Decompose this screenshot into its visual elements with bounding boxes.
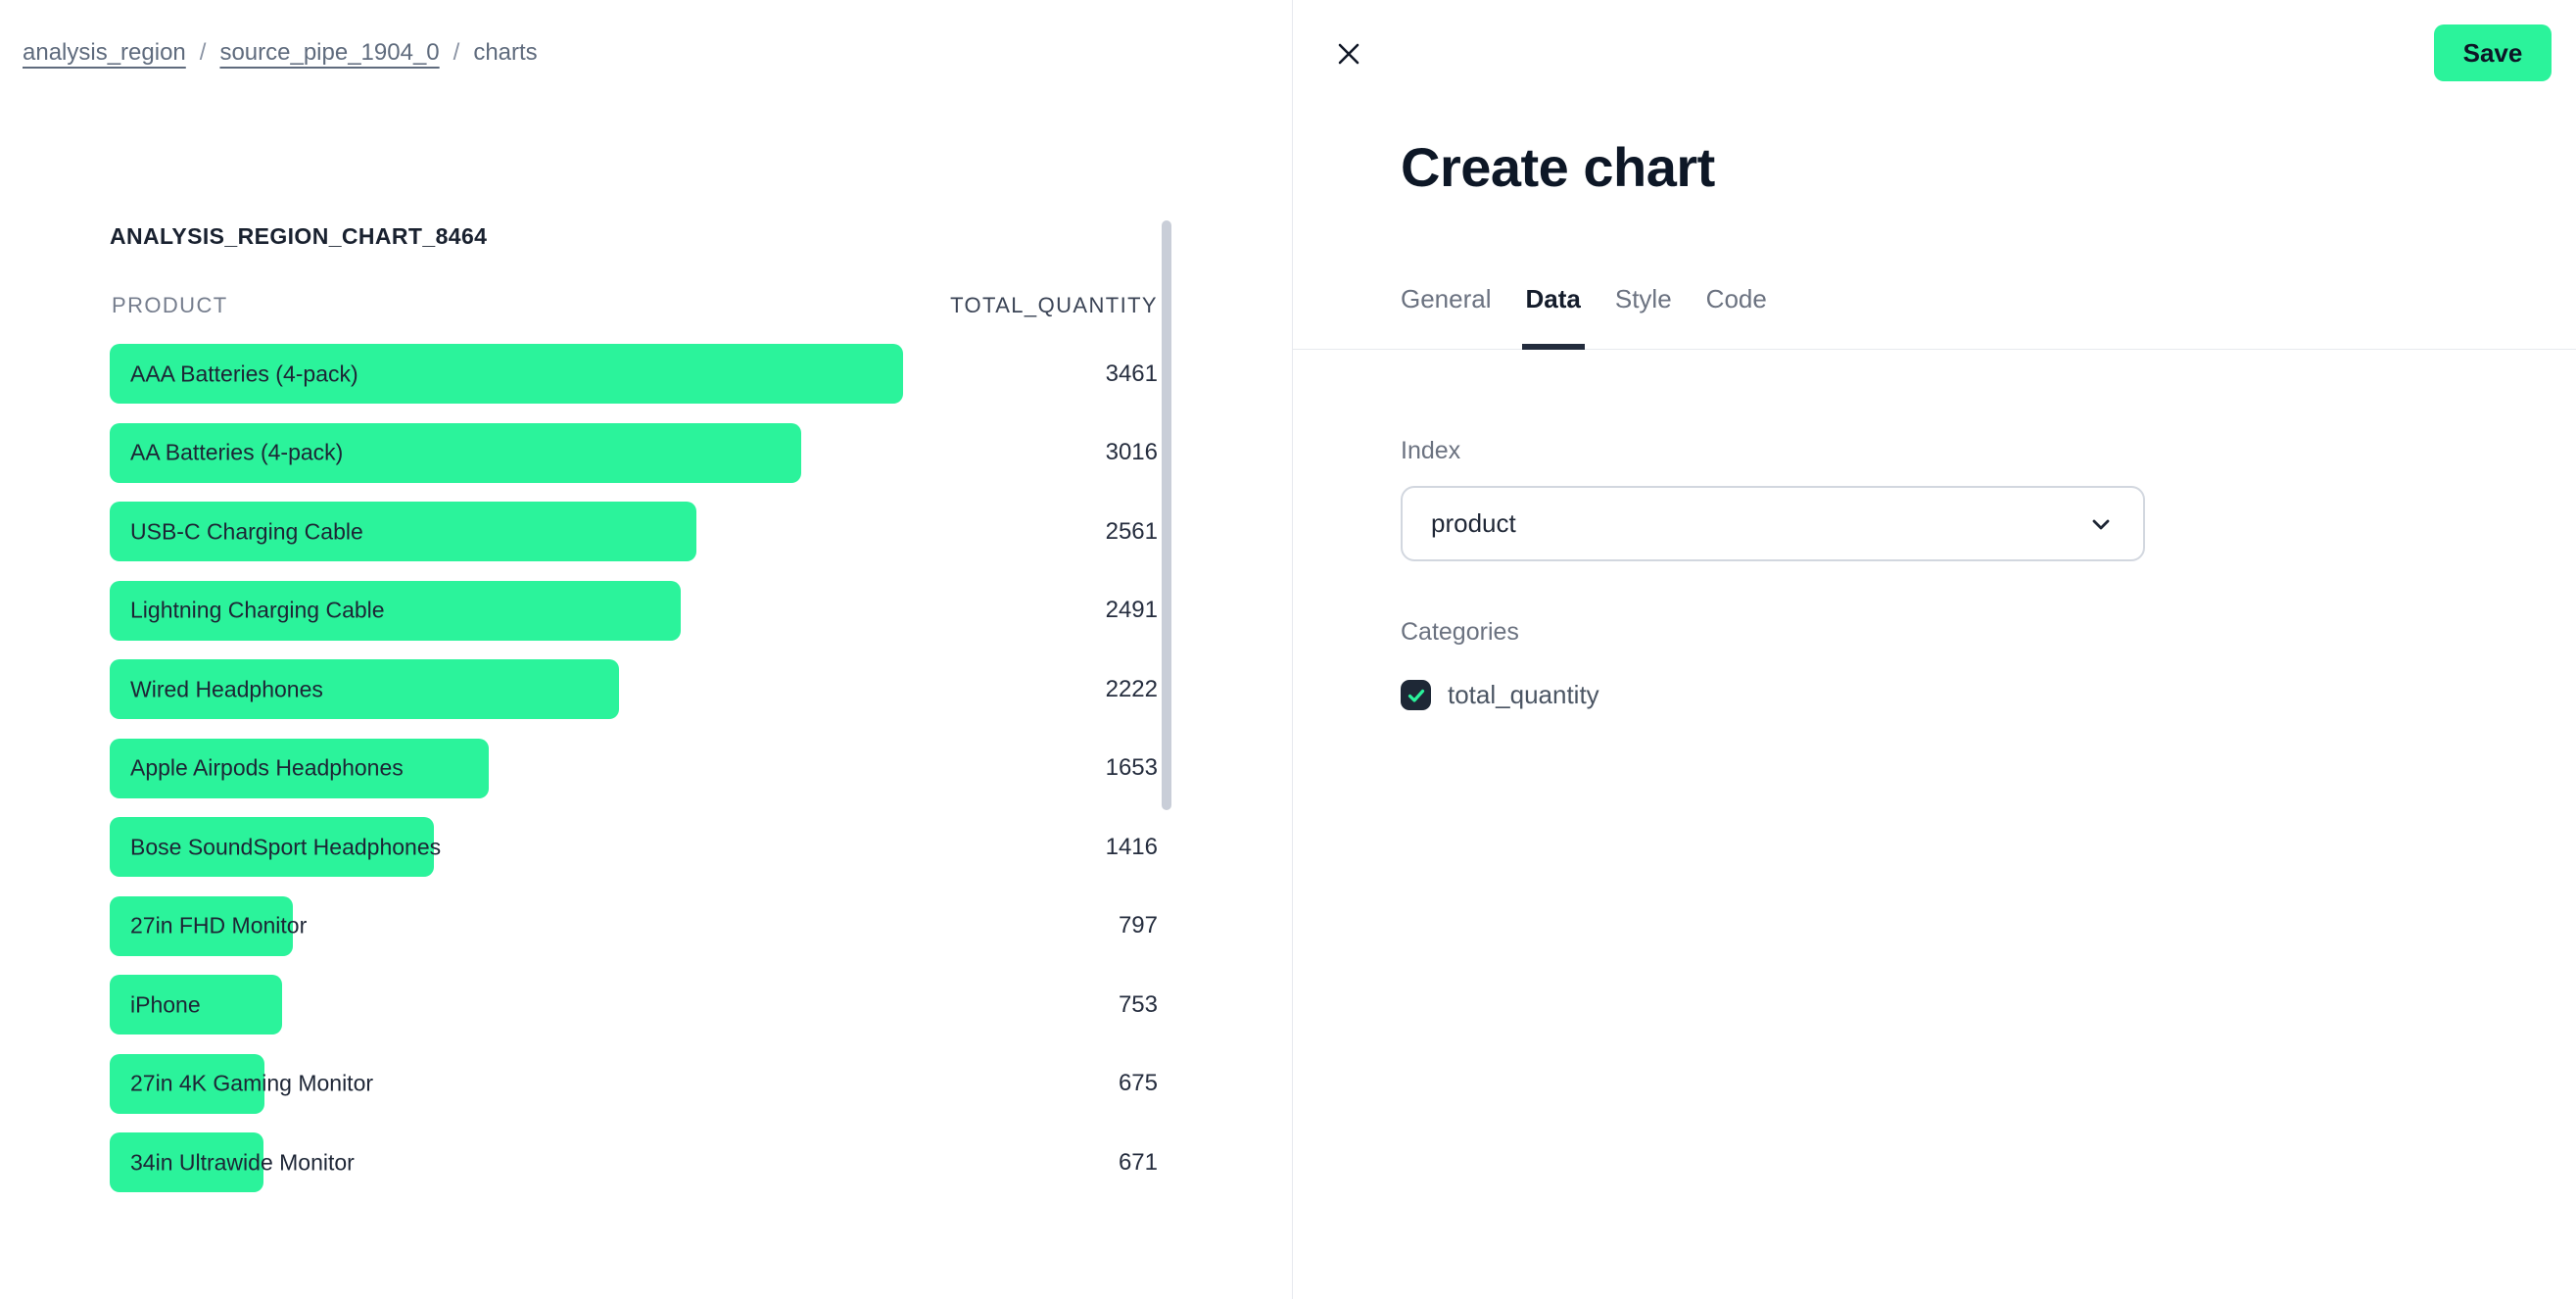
bar-value: 2561 [1105,517,1158,545]
chart-row: 27in 4K Gaming Monitor 675 [110,1053,1158,1114]
close-button[interactable] [1334,39,1363,69]
chart-row: iPhone 753 [110,975,1158,1034]
bar-chart-rows: AAA Batteries (4-pack) 3461 AA Batteries (… [110,344,1158,1192]
bar-label: 27in FHD Monitor [130,912,308,938]
bar-value: 3016 [1105,439,1158,465]
bar-value: 1416 [1105,833,1158,860]
chart-row: AAA Batteries (4-pack) 3461 [110,344,1158,404]
bar-label: AAA Batteries (4-pack) [130,361,358,386]
bar: iPhone [110,975,282,1034]
tab-bar: General Data Style Code [1293,279,2576,350]
checkbox-checked[interactable] [1401,680,1431,710]
chart-row: Apple Airpods Headphones 1653 [110,738,1158,798]
bar-label: Lightning Charging Cable [130,597,385,623]
breadcrumb-current-charts: charts [473,39,538,66]
chevron-down-icon [2092,519,2110,529]
breadcrumb-separator: / [199,39,207,66]
close-icon [1338,43,1360,65]
bar-label: 34in Ultrawide Monitor [130,1149,355,1175]
chart-row: Bose SoundSport Headphones 1416 [110,817,1158,877]
chart-preview: ANALYSIS_REGION_CHART_8464 PRODUCT TOTAL… [110,223,1158,1192]
chart-row: Wired Headphones 2222 [110,659,1158,719]
bar-label: Bose SoundSport Headphones [130,834,442,859]
category-option-total-quantity[interactable]: total_quantity [1401,680,1599,710]
chart-title: ANALYSIS_REGION_CHART_8464 [110,223,488,249]
column-header-product: PRODUCT [112,293,228,317]
bar-value: 2222 [1105,675,1158,702]
chart-row: 27in FHD Monitor 797 [110,895,1158,956]
bar-value: 753 [1118,990,1158,1018]
bar: AAA Batteries (4-pack) [110,344,903,404]
bar-value: 671 [1118,1148,1158,1176]
breadcrumb: analysis_region / source_pipe_1904_0 / chart… [23,37,538,69]
bar: Apple Airpods Headphones [110,738,489,798]
check-icon [1407,689,1424,702]
index-select-value: product [1431,508,1516,538]
tab-general[interactable]: General [1401,284,1492,313]
bar: Bose SoundSport Headphones [110,817,441,877]
bar: Wired Headphones [110,659,619,719]
chart-row: USB-C Charging Cable 2561 [110,502,1158,561]
tab-data[interactable]: Data [1521,279,1586,350]
index-select[interactable]: product [1401,486,2145,561]
chart-row: AA Batteries (4-pack) 3016 [110,422,1158,483]
bar-value: 797 [1118,912,1158,938]
chart-row: 34in Ultrawide Monitor 671 [110,1132,1158,1192]
panel-title: Create chart [1401,136,1715,198]
bar-label: iPhone [130,991,201,1017]
save-button[interactable]: Save [2434,24,2552,81]
chart-row: Lightning Charging Cable 2491 [110,580,1158,641]
bar-value: 3461 [1105,360,1158,387]
bar: 27in FHD Monitor [110,895,307,956]
bar-value: 2491 [1105,597,1158,623]
bar: Lightning Charging Cable [110,580,681,641]
bar-label: 27in 4K Gaming Monitor [130,1070,374,1096]
tab-code[interactable]: Code [1705,284,1767,313]
bar: 27in 4K Gaming Monitor [110,1053,373,1114]
bar-value: 675 [1118,1070,1158,1096]
bar: USB-C Charging Cable [110,502,696,561]
create-chart-panel: Save Create chart General Data Style Code I… [1292,0,2576,1299]
category-option-label[interactable]: total_quantity [1448,680,1599,709]
chart-column-headers: PRODUCT TOTAL_QUANTITY [110,293,1158,322]
chart-scrollbar-thumb[interactable] [1162,220,1171,810]
bar-value: 1653 [1105,754,1158,781]
column-header-total-quantity: TOTAL_QUANTITY [950,293,1158,317]
bar-label: USB-C Charging Cable [130,518,363,544]
breadcrumb-link-source_pipe_1904_0[interactable]: source_pipe_1904_0 [219,39,440,66]
index-field-label: Index [1401,437,1461,464]
bar: 34in Ultrawide Monitor [110,1132,355,1192]
categories-field-label: Categories [1401,618,1519,646]
breadcrumb-separator: / [453,39,460,66]
bar-label: AA Batteries (4-pack) [130,439,344,465]
bar: AA Batteries (4-pack) [110,422,801,483]
bar-label: Wired Headphones [130,676,323,701]
breadcrumb-link-analysis_region[interactable]: analysis_region [23,39,186,66]
tab-style[interactable]: Style [1614,284,1672,313]
bar-label: Apple Airpods Headphones [130,754,404,781]
